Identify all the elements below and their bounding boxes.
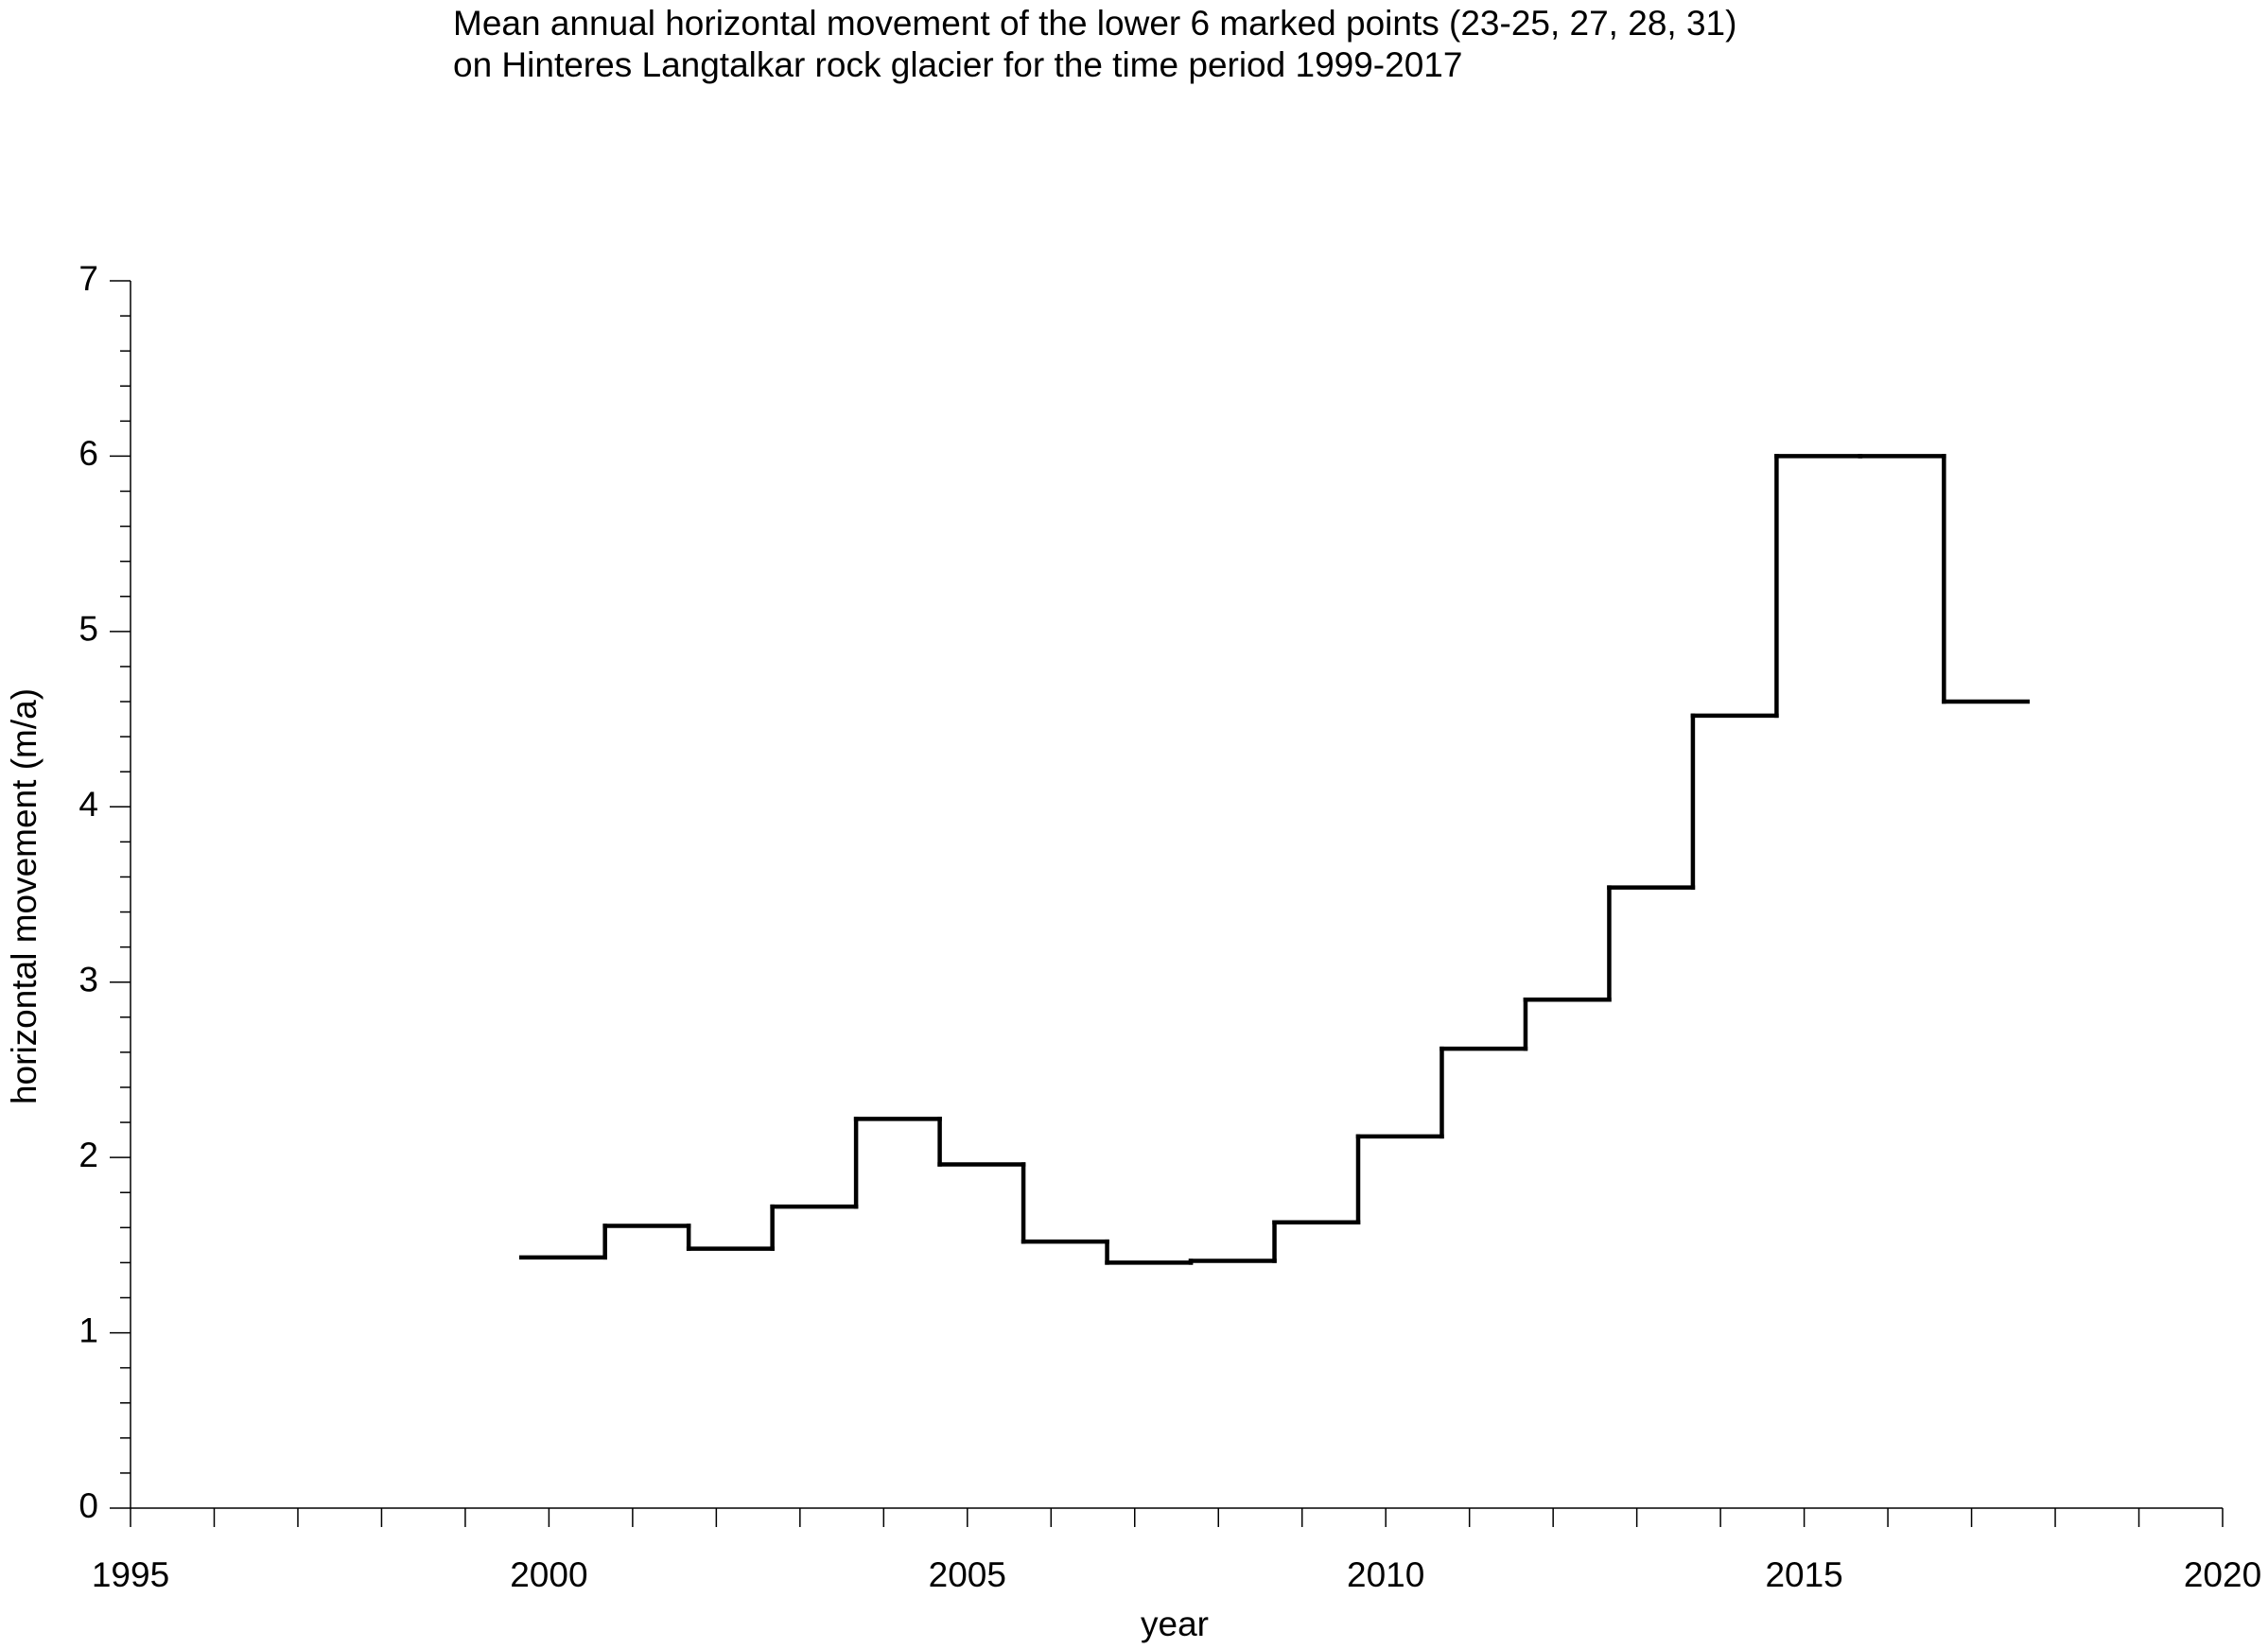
x-tick-label: 1995 <box>92 1555 169 1594</box>
y-tick-label: 7 <box>79 259 98 298</box>
chart-title-line: Mean annual horizontal movement of the l… <box>453 4 1736 43</box>
x-tick-label: 2005 <box>929 1555 1006 1594</box>
y-tick-label: 2 <box>79 1136 98 1174</box>
y-tick-label: 5 <box>79 610 98 649</box>
y-tick-label: 6 <box>79 434 98 473</box>
x-tick-label: 2010 <box>1347 1555 1424 1594</box>
chart-title-line: on Hinteres Langtalkar rock glacier for … <box>453 45 1462 84</box>
x-tick-label: 2000 <box>510 1555 587 1594</box>
x-tick-label: 2020 <box>2184 1555 2261 1594</box>
y-tick-label: 0 <box>79 1486 98 1525</box>
y-axis-label: horizontal movement (m/a) <box>5 688 44 1104</box>
y-tick-label: 4 <box>79 785 98 824</box>
y-tick-label: 3 <box>79 960 98 998</box>
x-tick-label: 2015 <box>1765 1555 1842 1594</box>
y-tick-label: 1 <box>79 1311 98 1349</box>
x-axis-label: year <box>1141 1605 1209 1643</box>
